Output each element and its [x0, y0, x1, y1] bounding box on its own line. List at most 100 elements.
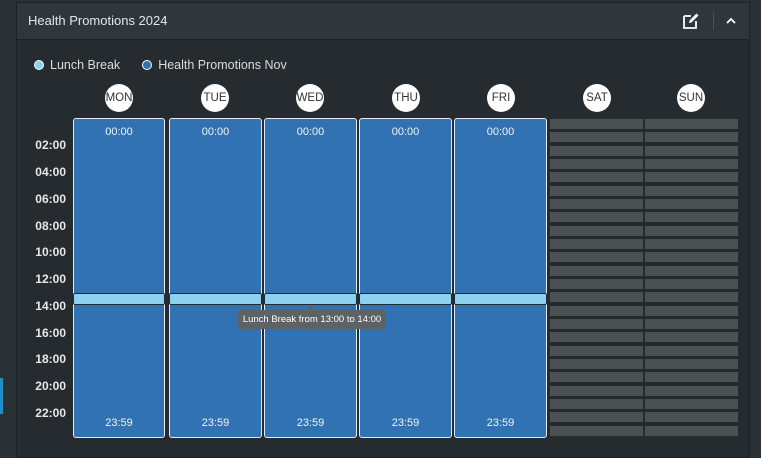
day-header-sun: SUN — [677, 84, 705, 112]
lunch-break-bar-mon[interactable] — [73, 293, 165, 305]
weekend-slot — [645, 225, 738, 236]
weekend-slot — [645, 412, 738, 423]
weekend-slot — [550, 145, 643, 156]
start-time: 00:00 — [486, 126, 515, 138]
legend-dot-promotions — [142, 60, 153, 70]
panel-header: Health Promotions 2024 — [17, 3, 749, 40]
weekend-slot — [550, 198, 643, 209]
chevron-up-icon[interactable] — [721, 11, 741, 31]
legend-label: Health Promotions Nov — [158, 58, 287, 72]
weekend-slot — [550, 425, 643, 436]
time-label: 06:00 — [35, 192, 66, 206]
weekend-slot — [645, 119, 738, 129]
day-header-wed: WED — [296, 84, 324, 112]
time-label: 08:00 — [35, 219, 66, 233]
legend: Lunch Break Health Promotions Nov — [34, 58, 287, 72]
weekend-slot — [550, 305, 643, 316]
weekend-slot — [645, 238, 738, 249]
weekend-slot — [550, 225, 643, 236]
day-header-thu: THU — [392, 84, 420, 112]
weekend-slot — [645, 265, 738, 276]
weekend-slot — [550, 358, 643, 369]
legend-dot-lunch — [34, 60, 44, 70]
time-label: 02:00 — [35, 138, 66, 152]
day-column-thu[interactable]: 00:00 23:59 — [359, 118, 452, 438]
header-divider — [713, 12, 714, 30]
legend-item-health-promotions[interactable]: Health Promotions Nov — [142, 58, 287, 72]
weekend-slot — [550, 372, 643, 383]
start-time: 00:00 — [105, 126, 133, 138]
weekend-slot — [550, 318, 643, 329]
weekend-slot — [550, 278, 643, 289]
weekend-slot — [645, 212, 738, 223]
weekend-slot — [550, 398, 643, 409]
weekend-slot — [645, 145, 738, 156]
weekend-slot — [550, 119, 643, 129]
weekend-slot — [645, 198, 738, 209]
legend-item-lunch-break[interactable]: Lunch Break — [34, 58, 120, 72]
weekend-slot — [550, 172, 643, 183]
end-time: 23:59 — [296, 417, 325, 429]
lunch-break-bar-wed[interactable] — [264, 293, 357, 305]
weekend-slot — [550, 132, 643, 143]
lunch-break-bar-tue[interactable] — [169, 293, 262, 305]
start-time: 00:00 — [296, 126, 325, 138]
weekend-slot — [645, 385, 738, 396]
weekend-slot — [645, 158, 738, 169]
lunch-break-tooltip: Lunch Break from 13:00 to 14:00 — [238, 310, 386, 329]
weekend-slot — [645, 372, 738, 383]
time-label: 04:00 — [35, 165, 66, 179]
start-time: 00:00 — [201, 126, 230, 138]
weekend-slot — [550, 412, 643, 423]
weekend-slot — [645, 292, 738, 303]
lunch-break-bar-thu[interactable] — [359, 293, 452, 305]
weekend-slot — [645, 345, 738, 356]
weekend-slot — [550, 265, 643, 276]
edit-icon[interactable] — [681, 11, 701, 31]
day-header-mon: MON — [105, 84, 133, 112]
weekend-slot — [645, 318, 738, 329]
day-column-mon[interactable]: 00:00 23:59 — [73, 118, 165, 438]
day-column-wed[interactable]: 00:00 23:59 — [264, 118, 357, 438]
day-column-tue[interactable]: 00:00 23:59 — [169, 118, 262, 438]
weekend-slot — [645, 132, 738, 143]
time-label: 14:00 — [35, 299, 66, 313]
time-label: 18:00 — [35, 352, 66, 366]
day-header-tue: TUE — [201, 84, 229, 112]
start-time: 00:00 — [391, 126, 420, 138]
end-time: 23:59 — [201, 417, 230, 429]
left-accent-bar — [0, 378, 3, 414]
day-column-sun[interactable] — [645, 118, 738, 438]
day-column-fri[interactable]: 00:00 23:59 — [454, 118, 547, 438]
weekend-slot — [550, 212, 643, 223]
panel-title: Health Promotions 2024 — [28, 13, 168, 28]
weekend-slot — [550, 252, 643, 263]
lunch-break-bar-fri[interactable] — [454, 293, 547, 305]
weekend-slot — [550, 385, 643, 396]
weekend-slot — [550, 185, 643, 196]
weekend-slot — [645, 358, 738, 369]
time-label: 16:00 — [35, 326, 66, 340]
day-header-fri: FRI — [487, 84, 515, 112]
tooltip-arrow — [305, 305, 315, 310]
day-column-sat[interactable] — [550, 118, 643, 438]
legend-label: Lunch Break — [50, 58, 121, 72]
end-time: 23:59 — [486, 417, 515, 429]
weekend-slot — [645, 278, 738, 289]
weekend-slot — [550, 238, 643, 249]
weekend-slot — [645, 398, 738, 409]
day-header-sat: SAT — [583, 84, 611, 112]
weekend-slot — [645, 252, 738, 263]
weekend-slot — [550, 158, 643, 169]
weekend-slot — [550, 345, 643, 356]
end-time: 23:59 — [391, 417, 420, 429]
weekend-slot — [550, 332, 643, 343]
weekend-slot — [645, 425, 738, 436]
end-time: 23:59 — [105, 417, 133, 429]
time-label: 12:00 — [35, 272, 66, 286]
time-label: 22:00 — [35, 406, 66, 420]
time-label: 20:00 — [35, 379, 66, 393]
time-label: 10:00 — [35, 245, 66, 259]
weekend-slot — [645, 305, 738, 316]
weekend-slot — [550, 292, 643, 303]
